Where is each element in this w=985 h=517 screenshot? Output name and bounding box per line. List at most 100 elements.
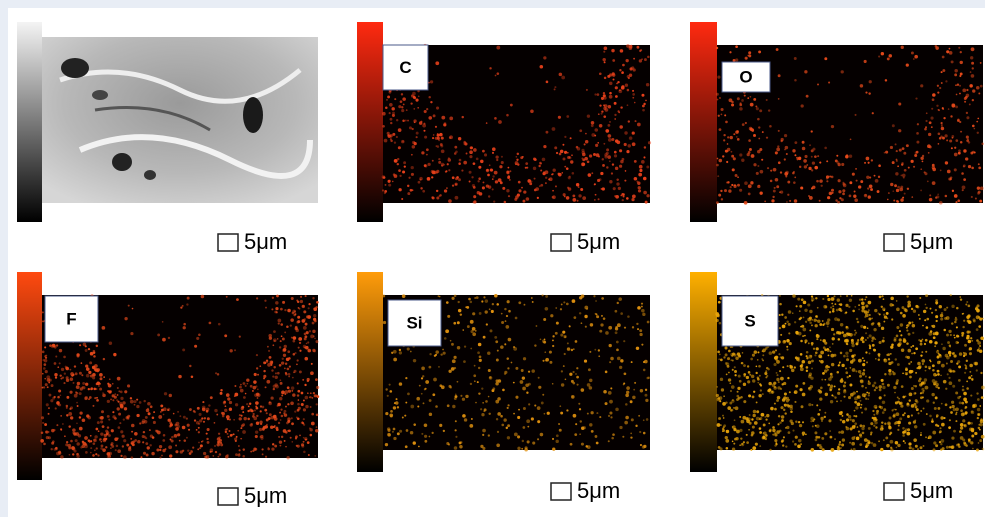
map-dot (871, 337, 874, 340)
map-dot (117, 394, 119, 396)
map-dot (747, 380, 750, 383)
map-dot (521, 448, 523, 450)
map-dot (632, 97, 634, 99)
map-dot (452, 359, 456, 363)
map-dot (849, 375, 851, 377)
map-dot (851, 437, 855, 441)
map-dot (735, 356, 738, 359)
map-dot (809, 144, 811, 146)
map-dot (229, 349, 232, 352)
map-dot (429, 436, 431, 438)
map-dot (611, 172, 613, 174)
map-dot (280, 382, 283, 385)
map-dot (227, 433, 229, 435)
map-dot (132, 308, 134, 310)
map-dot (816, 338, 818, 340)
map-dot (238, 445, 240, 447)
map-dot (288, 376, 290, 378)
map-dot (786, 346, 788, 348)
map-dot (776, 374, 778, 376)
map-dot (974, 128, 976, 130)
map-dot (854, 330, 856, 332)
map-dot (619, 149, 622, 152)
map-dot (132, 443, 135, 446)
map-dot (506, 189, 509, 192)
map-dot (593, 295, 595, 297)
map-dot (120, 404, 124, 408)
map-dot (888, 372, 891, 375)
map-dot (629, 74, 632, 77)
map-dot (778, 130, 780, 132)
map-dot (473, 195, 476, 198)
map-dot (869, 344, 871, 346)
map-dot (753, 391, 755, 393)
map-dot (637, 123, 641, 127)
map-dot (390, 122, 392, 124)
map-dot (99, 388, 102, 391)
map-dot (904, 193, 906, 195)
map-dot (564, 136, 566, 138)
map-dot (850, 427, 853, 430)
map-dot (153, 421, 156, 424)
map-dot (792, 440, 794, 442)
map-dot (890, 297, 894, 301)
map-dot (790, 407, 793, 410)
map-dot (424, 164, 427, 167)
map-dot (837, 318, 840, 321)
map-dot (750, 449, 752, 451)
map-dot (857, 341, 860, 344)
map-dot (723, 139, 725, 141)
map-dot (890, 346, 893, 349)
map-dot (790, 410, 793, 413)
map-dot (182, 426, 185, 429)
map-dot (863, 369, 865, 371)
map-dot (916, 141, 919, 144)
map-dot (271, 308, 273, 310)
map-dot (225, 405, 227, 407)
map-dot (799, 166, 801, 168)
map-dot (120, 397, 123, 400)
map-dot (41, 432, 44, 435)
map-dot (899, 402, 902, 405)
map-dot (498, 379, 502, 383)
map-dot (980, 372, 982, 374)
map-dot (764, 200, 766, 202)
map-dot (817, 307, 819, 309)
map-dot (405, 445, 408, 448)
map-dot (520, 380, 524, 384)
map-dot (42, 320, 44, 322)
map-dot (112, 399, 114, 401)
map-dot (864, 438, 868, 442)
map-dot (816, 334, 820, 338)
map-dot (435, 137, 438, 140)
map-dot (743, 375, 745, 377)
map-dot (865, 296, 867, 298)
map-dot (624, 131, 627, 134)
map-dot (905, 356, 908, 359)
map-dot (300, 296, 302, 298)
map-dot (385, 388, 387, 390)
map-dot (922, 325, 924, 327)
map-dot (285, 390, 289, 394)
map-dot (52, 344, 55, 347)
map-dot (393, 358, 397, 362)
map-dot (732, 168, 735, 171)
map-dot (815, 315, 818, 318)
map-dot (887, 353, 890, 356)
map-dot (157, 431, 161, 435)
map-dot (778, 381, 780, 383)
map-dot (883, 298, 885, 300)
map-dot (485, 299, 488, 302)
map-dot (890, 447, 892, 449)
map-dot (748, 151, 751, 154)
map-dot (968, 440, 971, 443)
map-dot (235, 403, 238, 406)
map-dot (866, 176, 869, 179)
map-dot (921, 388, 924, 391)
map-dot (123, 419, 125, 421)
map-dot (552, 340, 554, 342)
map-dot (601, 188, 603, 190)
map-dot (883, 321, 885, 323)
map-dot (721, 113, 723, 115)
map-dot (288, 429, 291, 432)
